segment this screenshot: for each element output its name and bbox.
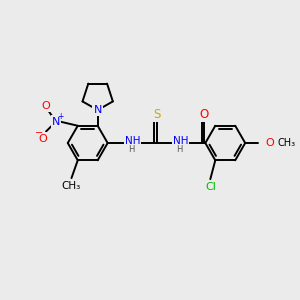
Text: O: O	[39, 134, 47, 143]
Text: CH₃: CH₃	[62, 181, 81, 191]
Text: O: O	[266, 138, 274, 148]
Text: S: S	[153, 108, 160, 121]
Text: N: N	[52, 117, 60, 127]
Text: NH: NH	[173, 136, 188, 146]
Text: O: O	[200, 108, 209, 121]
Text: N: N	[94, 105, 102, 115]
Text: Cl: Cl	[205, 182, 216, 192]
Text: CH₃: CH₃	[278, 138, 296, 148]
Text: H: H	[128, 145, 135, 154]
Text: O: O	[42, 100, 50, 111]
Text: +: +	[57, 112, 63, 121]
Text: −: −	[35, 128, 43, 137]
Text: NH: NH	[125, 136, 140, 146]
Text: H: H	[176, 145, 183, 154]
